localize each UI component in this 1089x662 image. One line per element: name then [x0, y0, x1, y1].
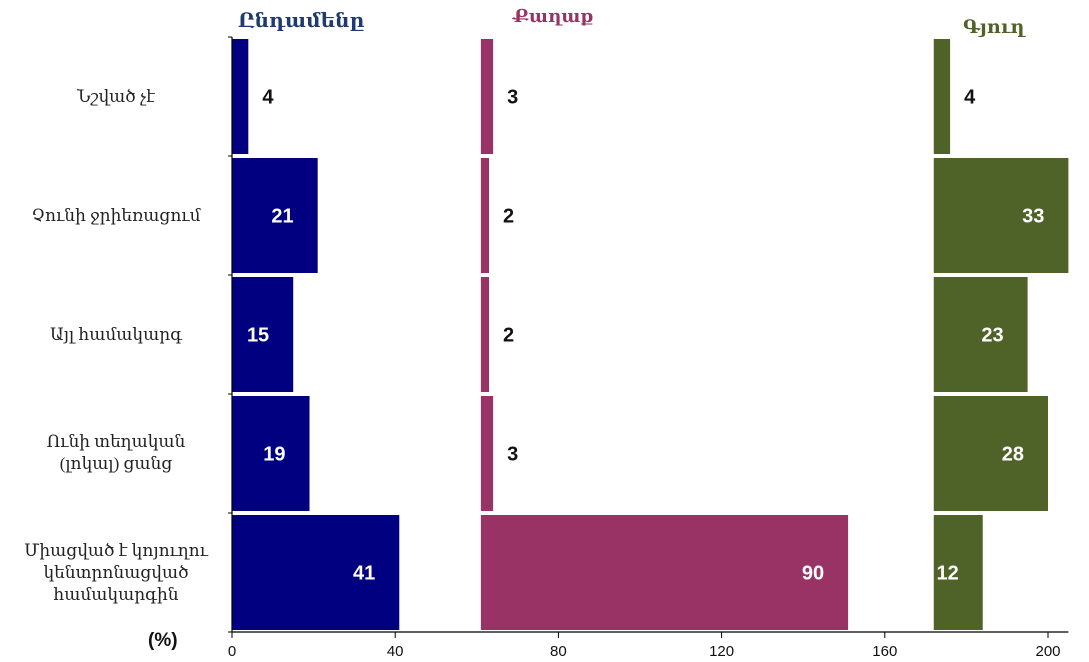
data-label: 3: [507, 87, 518, 109]
x-tick-label: 200: [1035, 643, 1060, 660]
category-label: Միացված է կոյուղու կենտրոնացված համակարգ…: [16, 540, 216, 606]
data-label: 90: [802, 563, 824, 585]
category-label: Նշված չէ: [16, 86, 216, 108]
category-label-line: համակարգին: [53, 585, 179, 604]
data-label: 12: [936, 563, 958, 585]
category-label-line: (լոկալ) ցանց: [59, 454, 173, 473]
bar: [480, 515, 849, 630]
bar: [480, 158, 490, 273]
x-tick-label: 120: [709, 643, 734, 660]
category-label-line: կենտրոնացված: [43, 563, 189, 582]
x-tick-label: 0: [228, 643, 236, 660]
bar: [232, 39, 249, 154]
data-label: 19: [263, 444, 285, 466]
bar: [480, 39, 494, 154]
data-label: 4: [262, 87, 274, 109]
bar: [480, 396, 494, 511]
bar: [933, 277, 1028, 392]
bar: [232, 396, 310, 511]
category-label: Ունի տեղական (լոկալ) ցանց: [16, 431, 216, 475]
x-tick-label: 40: [387, 643, 404, 660]
bar: [933, 396, 1048, 511]
data-label: 21: [271, 206, 293, 228]
data-label: 15: [247, 325, 269, 347]
panel-title-total: Ընդամենը: [238, 10, 365, 32]
x-tick-label: 80: [550, 643, 567, 660]
data-label: 33: [1022, 206, 1044, 228]
data-label: 2: [503, 325, 514, 347]
panel-title-urban: Քաղաք: [513, 6, 594, 26]
data-label: 23: [981, 325, 1003, 347]
bar: [232, 277, 294, 392]
data-label: 4: [964, 87, 976, 109]
data-label: 3: [507, 444, 518, 466]
bar: [232, 515, 400, 630]
bar: [933, 515, 983, 630]
bar: [933, 39, 951, 154]
category-label-line: Նշված չէ: [77, 87, 155, 106]
x-tick-label: 160: [872, 643, 897, 660]
category-label: Այլ համակարգ: [16, 324, 216, 346]
bar: [480, 277, 490, 392]
category-label-line: Չունի ջրիեռացում: [31, 206, 201, 225]
data-label: 41: [353, 563, 375, 585]
category-label-line: Ունի տեղական: [46, 432, 186, 451]
bar: [933, 158, 1069, 273]
panel-title-rural: Գյուղ: [963, 17, 1025, 38]
data-label: 2: [503, 206, 514, 228]
category-label-line: Այլ համակարգ: [49, 325, 183, 344]
data-label: 28: [1002, 444, 1024, 466]
unit-label: (%): [148, 630, 178, 651]
bar: [232, 158, 318, 273]
category-label: Չունի ջրիեռացում: [16, 205, 216, 227]
category-label-line: Միացված է կոյուղու: [24, 541, 208, 560]
